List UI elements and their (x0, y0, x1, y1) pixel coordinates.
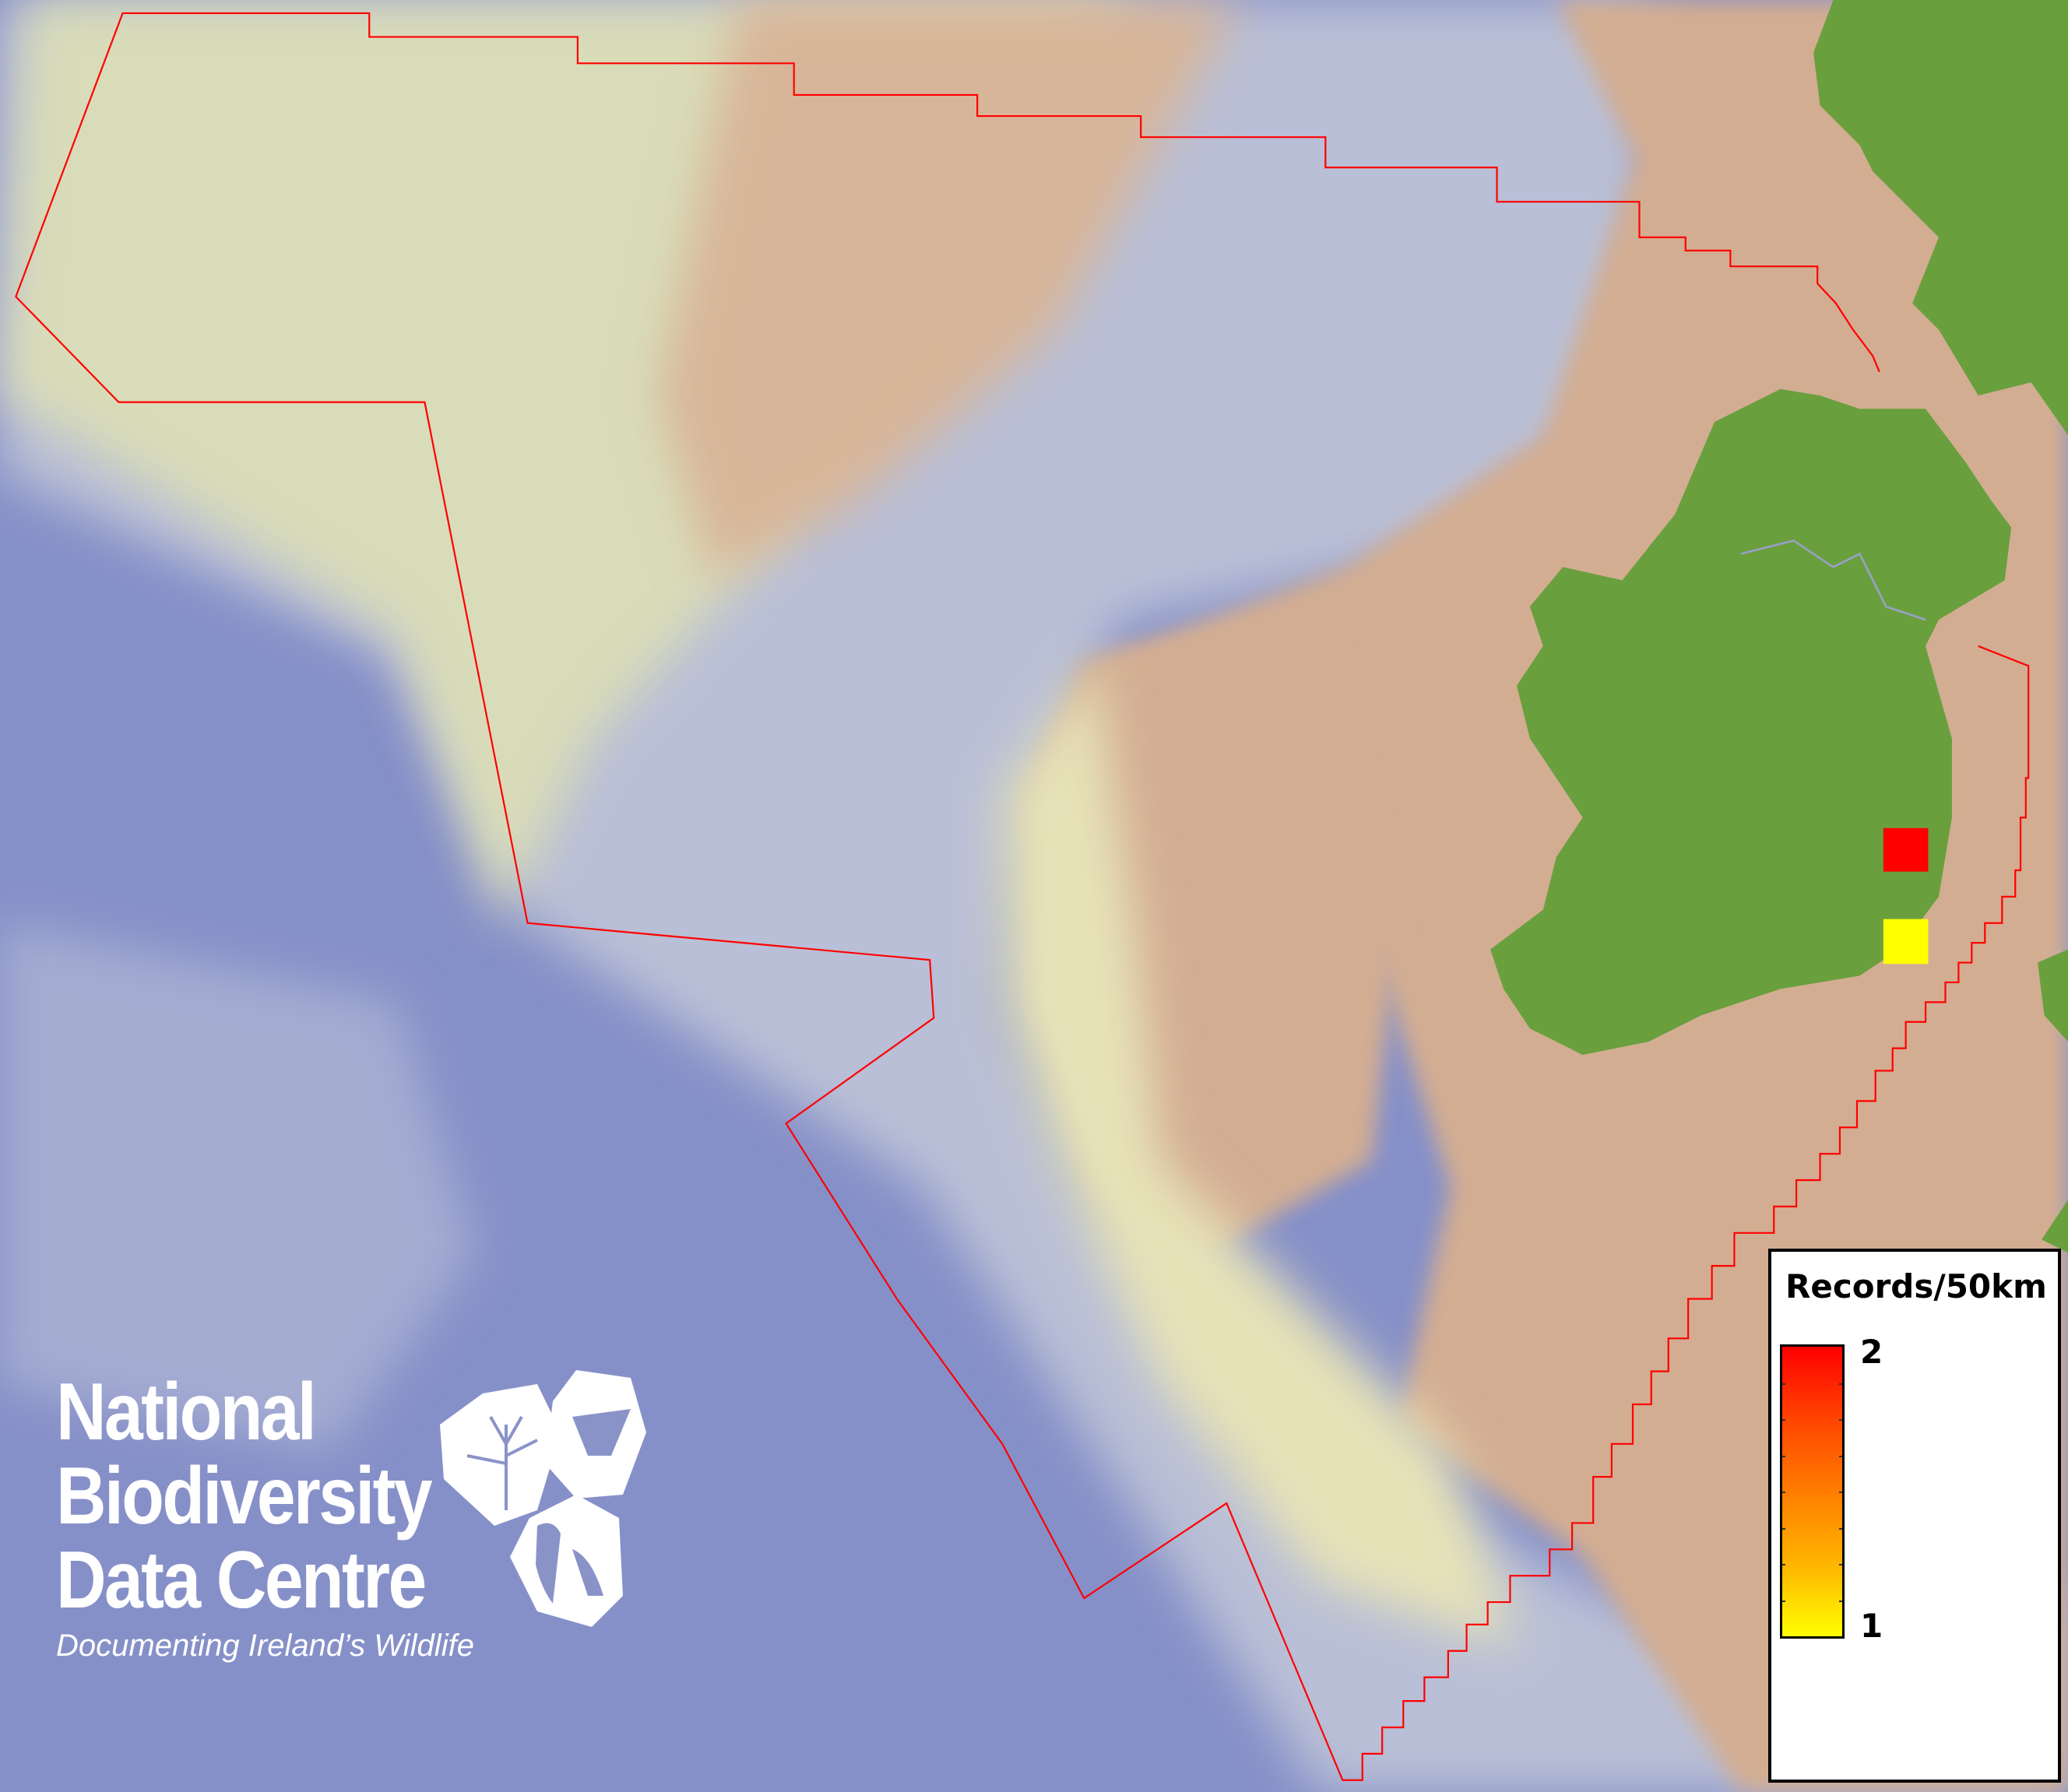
cornwall-landmass (2042, 1200, 2068, 1253)
seahorse-hexagon-icon (510, 1495, 623, 1627)
scotland-landmass (1813, 0, 2068, 435)
legend-panel: Records/50km 2 1 (1768, 1249, 2061, 1783)
logo-tagline: Documenting Ireland’s Wildlife (56, 1629, 474, 1663)
legend-max-label: 2 (1860, 1333, 1883, 1371)
legend-min-label: 1 (1860, 1607, 1883, 1645)
plant-hexagon-icon (440, 1384, 561, 1526)
border-line (1740, 539, 1926, 621)
seahorse-glyph-icon (536, 1523, 603, 1604)
legend-title: Records/50km (1785, 1267, 2047, 1305)
butterfly-glyph-icon (572, 1409, 631, 1456)
logo-line-1: National (56, 1367, 317, 1457)
logo-hexagons-icon (440, 1370, 646, 1627)
record-square-high[interactable] (1883, 827, 1929, 872)
wales-landmass (2038, 949, 2068, 1042)
land-layer (1490, 0, 2068, 1253)
boundary-line (15, 12, 2030, 1781)
legend-color-ramp (1780, 1344, 1845, 1639)
ireland-landmass (1490, 388, 2012, 1056)
logo-line-3: Data Centre (56, 1535, 427, 1625)
logo-line-2: Biodiversity (56, 1451, 433, 1541)
record-square-low[interactable] (1883, 919, 1929, 965)
plant-glyph-icon (466, 1416, 538, 1510)
nbdc-logo: National Biodiversity Data Centre Docume… (56, 1370, 491, 1664)
